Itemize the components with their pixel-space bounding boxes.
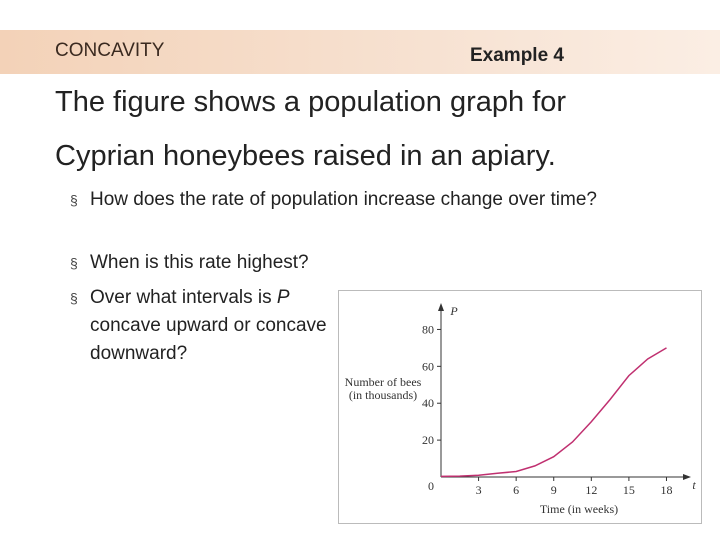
y-tick-label: 20: [422, 433, 434, 447]
y-tick-label: 60: [422, 359, 434, 373]
origin-label: 0: [428, 479, 434, 493]
y-tick-label: 40: [422, 396, 434, 410]
example-label: Example 4: [470, 45, 564, 66]
arrow: [438, 303, 444, 311]
x-axis-letter: t: [692, 478, 696, 492]
x-tick-label: 3: [476, 483, 482, 497]
y-tick-label: 80: [422, 322, 434, 336]
bullet-text: How does the rate of population increase…: [90, 189, 597, 210]
x-tick-label: 6: [513, 483, 519, 497]
chart: P t Number of bees (in thousands) Time (…: [345, 303, 696, 516]
figure: P t Number of bees (in thousands) Time (…: [338, 290, 702, 524]
bullet-text: When is this rate highest?: [90, 252, 309, 273]
bullet: When is this rate highest?: [70, 249, 650, 277]
title-line: The figure shows a population graph for: [55, 86, 567, 118]
y-axis-label: (in thousands): [349, 388, 417, 402]
arrow: [683, 474, 691, 480]
bullet: Over what intervals is P concave upward …: [70, 284, 330, 368]
x-tick-label: 18: [660, 483, 672, 497]
bullet: How does the rate of population increase…: [70, 186, 650, 214]
bullet-text: Over what intervals is: [90, 287, 277, 308]
population-curve: [440, 347, 667, 478]
banner: [0, 30, 720, 74]
y-axis-label: Number of bees: [345, 375, 422, 389]
x-tick-label: 15: [623, 483, 635, 497]
x-tick-label: 9: [551, 483, 557, 497]
title-line: Cyprian honeybees raised in an apiary.: [55, 140, 556, 172]
x-tick-label: 12: [585, 483, 597, 497]
y-axis-letter: P: [449, 304, 458, 318]
bullet-text: concave upward or concave downward?: [90, 315, 327, 364]
topic: CONCAVITY: [55, 40, 165, 61]
bullet-text: P: [276, 287, 290, 308]
x-axis-label: Time (in weeks): [540, 502, 618, 516]
